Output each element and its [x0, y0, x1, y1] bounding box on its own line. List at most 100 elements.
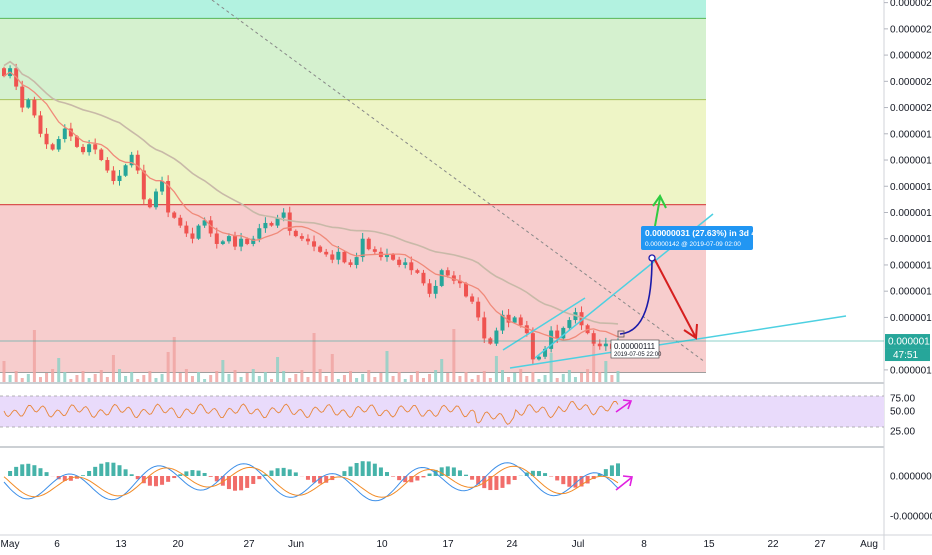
candle-body [312, 241, 316, 246]
macd-histogram-bar [105, 462, 109, 476]
macd-histogram-bar [32, 465, 36, 476]
candle-body [336, 252, 340, 260]
time-tick-label: Aug [860, 539, 878, 550]
macd-histogram-bar [349, 467, 353, 476]
macd-histogram-bar [160, 476, 164, 485]
volume-bar [45, 373, 48, 382]
volume-bar [379, 373, 382, 382]
volume-bar [331, 354, 334, 382]
volume-bar [227, 374, 230, 382]
price-tick-label: 0.00000140 [890, 260, 932, 271]
volume-bar [300, 370, 303, 382]
volume-bar [118, 369, 121, 382]
candle-body [421, 273, 425, 283]
volume-bar [191, 376, 194, 382]
volume-bar [33, 330, 36, 382]
macd-histogram-bar [373, 464, 377, 476]
zone-top [0, 0, 706, 18]
volume-bar [136, 379, 139, 382]
price-tick-label: 0.00000220 [890, 51, 932, 62]
volume-bar [221, 360, 224, 382]
cursor-date: 2019-07-05 22:00 [614, 352, 662, 358]
volume-bar [264, 372, 267, 382]
time-tick-label: 6 [54, 539, 60, 550]
volume-bar [471, 379, 474, 382]
time-tick-label: 24 [506, 539, 518, 550]
macd-histogram-bar [421, 476, 425, 477]
time-tick-label: 17 [442, 539, 454, 550]
volume-bar [82, 371, 85, 382]
time-tick-label: Jun [288, 539, 304, 550]
candle-body [154, 192, 158, 208]
price-tick-label: 0.00000190 [890, 129, 932, 140]
macd-histogram-bar [93, 467, 97, 476]
volume-bar [373, 377, 376, 382]
time-tick-label: 13 [115, 539, 127, 550]
volume-bar [550, 353, 553, 382]
candle-body [482, 317, 486, 338]
volume-bar [477, 375, 480, 382]
candle-body [342, 252, 346, 262]
time-tick-label: 22 [767, 539, 779, 550]
time-tick-label: Jul [572, 539, 585, 550]
rsi-panel [0, 396, 884, 427]
price-tick-label: 0.00000240 [890, 0, 932, 9]
macd-histogram-bar [507, 476, 511, 484]
candle-body [604, 344, 608, 347]
countdown-value: 47:51 [893, 350, 918, 361]
volume-bar [574, 377, 577, 382]
volume-bar [501, 370, 504, 382]
volume-bar [556, 378, 559, 382]
candle-body [105, 160, 109, 170]
macd-histogram-bar [130, 474, 134, 476]
volume-bar [367, 370, 370, 382]
candle-body [93, 144, 97, 149]
volume-bar [106, 377, 109, 382]
macd-histogram-bar [379, 467, 383, 476]
candle-body [32, 100, 36, 116]
candle-body [513, 317, 517, 322]
candle-body [349, 262, 353, 265]
volume-bar [544, 375, 547, 382]
candle-body [397, 260, 401, 265]
price-tick-label: 0.00000210 [890, 77, 932, 88]
time-tick-label: 20 [172, 539, 184, 550]
macd-histogram-bar [464, 475, 468, 476]
macd-histogram-bar [203, 473, 207, 476]
candle-body [190, 233, 194, 238]
candle-body [391, 254, 395, 259]
price-zones [0, 0, 706, 373]
macd-histogram-bar [257, 476, 261, 479]
candle-body [20, 87, 24, 108]
volume-bar [154, 378, 157, 382]
candle-body [464, 283, 468, 296]
candle-body [263, 223, 267, 228]
volume-bar [209, 375, 212, 382]
macd-histogram-bar [239, 476, 243, 490]
macd-histogram-bar [148, 476, 152, 486]
current-price-value: 0.00000111 [888, 337, 932, 348]
volume-bar [483, 371, 486, 382]
macd-histogram-bar [111, 463, 115, 476]
candle-body [294, 231, 298, 236]
volume-bar [124, 376, 127, 382]
macd-histogram-bar [537, 471, 541, 476]
macd-panel [4, 461, 632, 501]
macd-histogram-bar [513, 476, 517, 480]
volume-bar [385, 351, 388, 382]
candle-body [148, 199, 152, 207]
volume-bar [276, 357, 279, 382]
volume-bar [51, 369, 54, 382]
candle-body [227, 236, 231, 241]
macd-histogram-bar [361, 461, 365, 476]
macd-histogram-bar [567, 476, 571, 487]
volume-bar [197, 372, 200, 382]
volume-bar [203, 379, 206, 382]
volume-bar [531, 372, 534, 382]
candle-body [282, 212, 286, 217]
macd-histogram-bar [470, 476, 474, 480]
volume-bar [343, 375, 346, 382]
candle-body [355, 257, 359, 265]
